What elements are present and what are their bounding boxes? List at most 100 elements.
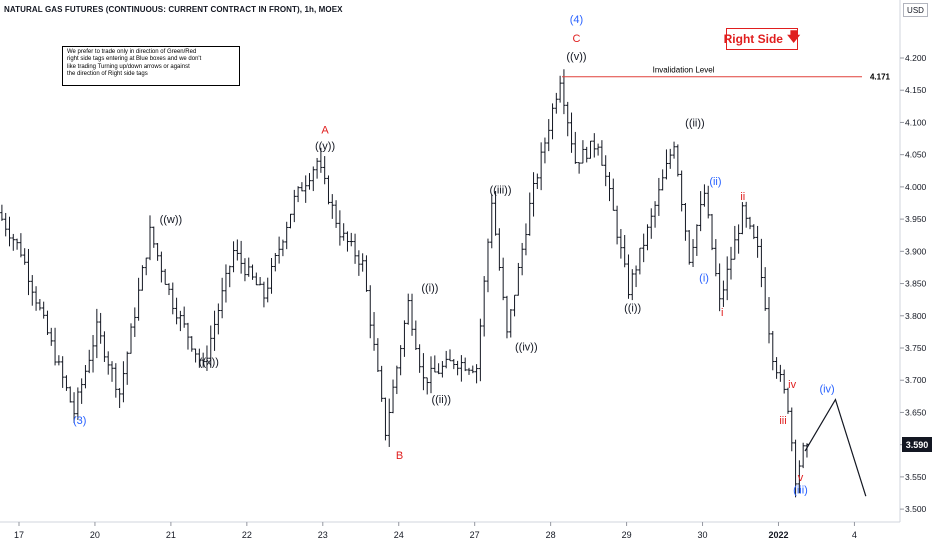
trading-note: We prefer to trade only in direction of … [62,46,240,86]
ohlc-bar [653,201,657,228]
ohlc-bar [227,265,232,288]
wave-label: ((y)) [315,141,335,153]
ohlc-bar [395,365,399,395]
chart-title: NATURAL GAS FUTURES (CONTINUOUS: CURRENT… [4,5,343,14]
ohlc-bar [22,248,27,265]
ohlc-bar [414,320,418,351]
ohlc-bar [474,364,479,384]
ohlc-bar [140,265,145,291]
ohlc-bar [262,281,266,308]
ohlc-bar [357,250,361,276]
ohlc-bar [455,360,460,376]
ohlc-bar [87,349,92,374]
ohlc-bar [383,397,388,441]
ohlc-bar [793,439,798,498]
ohlc-bar [440,361,445,378]
ohlc-bar [300,182,304,192]
ohlc-bar [748,216,752,230]
ohlc-bar [444,350,449,369]
time-tick-label: 28 [546,530,556,540]
ohlc-bar [546,119,551,152]
ohlc-bar [641,233,646,263]
ohlc-bar [341,223,346,241]
ohlc-bar [148,215,152,261]
ohlc-bar [281,239,285,257]
ohlc-bar [410,293,414,336]
wave-label: (iv) [819,383,834,395]
ohlc-bar [110,361,114,382]
ohlc-bar [216,303,221,335]
ohlc-bar [676,144,680,177]
ohlc-bar [664,149,669,180]
ohlc-bar [660,169,665,191]
ohlc-bar [710,213,714,251]
ohlc-bar [508,309,513,338]
ohlc-bar [512,294,517,317]
ohlc-bar [265,277,270,303]
ohlc-bar [57,355,61,366]
ohlc-bar [273,252,278,272]
ohlc-bar [91,335,95,373]
ohlc-bar [759,238,764,288]
ohlc-bar [630,269,635,301]
ohlc-bar [691,239,695,268]
wave-label: ii [740,191,745,203]
price-tick-label: 4.000 [905,182,927,192]
ohlc-bar [539,142,543,191]
ohlc-bar [577,162,581,174]
ohlc-bar [569,112,574,153]
wave-label: ((iv)) [515,342,538,354]
invalidation-value: 4.171 [870,73,891,82]
ohlc-bar [789,407,794,452]
ohlc-bar [448,349,452,362]
ohlc-bar [470,365,475,374]
ohlc-bar [622,235,627,268]
ohlc-bar [79,378,84,404]
ohlc-bar [573,131,578,164]
wave-label: B [396,450,403,462]
right-side-label: Right Side [723,32,783,46]
wave-label: v [798,472,804,484]
ohlc-bar [53,327,57,366]
ohlc-bar [391,379,395,414]
ohlc-bar [235,239,240,261]
wave-label: A [321,124,329,136]
ohlc-bar [398,345,403,376]
price-tick-label: 4.100 [905,117,927,127]
ohlc-bar [95,308,99,359]
ohlc-bar [687,230,692,265]
ohlc-bar [258,276,262,286]
wave-label: ((i)) [624,302,641,314]
ohlc-bar [695,224,699,256]
ohlc-bar [296,186,300,203]
ohlc-bar [725,256,730,301]
price-tick-label: 3.500 [905,504,927,514]
time-tick-label: 30 [698,530,708,540]
ohlc-bar [763,267,767,311]
ohlc-bar [482,276,486,337]
ohlc-bar [751,224,756,240]
ohlc-bar [106,351,111,375]
time-tick-label: 29 [622,530,632,540]
ohlc-bar [524,223,528,256]
ohlc-bar [706,185,711,219]
price-tick-label: 3.700 [905,375,927,385]
ohlc-bar [170,282,175,315]
ohlc-bar [535,173,540,189]
wave-label: (i) [699,273,709,285]
ohlc-bar [193,348,198,363]
ohlc-bar [45,310,50,336]
ohlc-bar [368,285,373,339]
wave-label: ((x)) [199,356,219,368]
ohlc-bar [376,338,380,372]
ohlc-bar [372,312,376,351]
ohlc-bar [167,283,171,296]
ohlc-bar [486,238,490,293]
ohlc-bar [34,286,38,311]
ohlc-bar [334,200,338,228]
currency-button[interactable]: USD [903,3,928,17]
ohlc-bars [0,69,809,498]
ohlc-bar [315,157,319,179]
wave-label: (ii) [709,176,721,188]
